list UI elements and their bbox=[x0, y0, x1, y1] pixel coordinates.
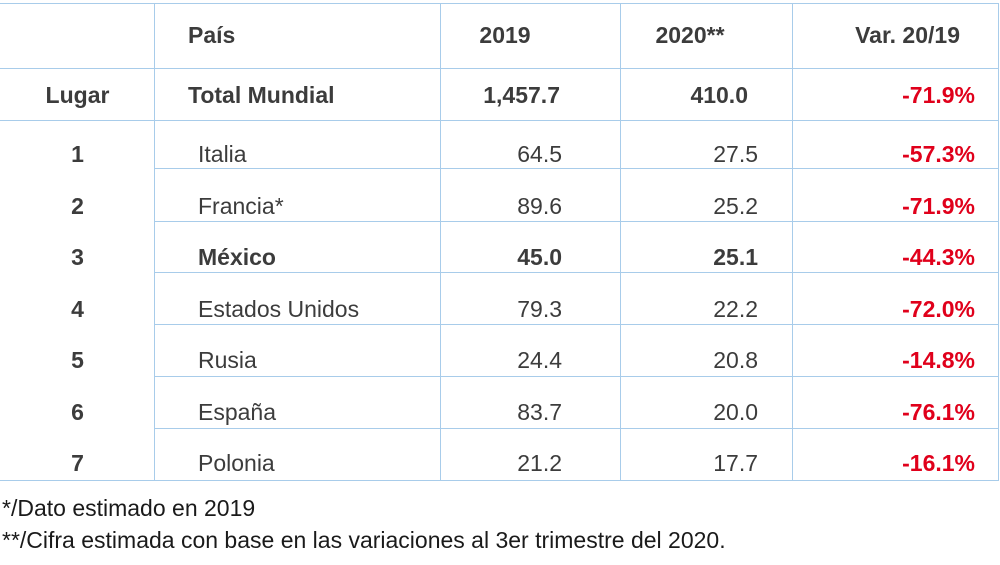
country-cell: Italia bbox=[198, 141, 247, 167]
rank-cell: 3 bbox=[71, 244, 84, 270]
variation-cell: -44.3% bbox=[902, 244, 975, 270]
variation-cell: -76.1% bbox=[902, 399, 975, 425]
value-2019-cell: 24.4 bbox=[517, 347, 562, 373]
total-2019: 1,457.7 bbox=[483, 82, 560, 108]
header-variation: Var. 20/19 bbox=[855, 22, 960, 48]
rank-cell: 4 bbox=[71, 296, 84, 322]
grid-line bbox=[0, 68, 998, 69]
footnotes: */Dato estimado en 2019 **/Cifra estimad… bbox=[2, 492, 726, 556]
grid-line bbox=[0, 120, 998, 121]
value-2020-cell: 17.7 bbox=[713, 450, 758, 476]
footnote-2: **/Cifra estimada con base en las variac… bbox=[2, 527, 726, 553]
total-name: Total Mundial bbox=[188, 82, 335, 108]
country-cell: México bbox=[198, 244, 276, 270]
value-2020-cell: 27.5 bbox=[713, 141, 758, 167]
grid-line bbox=[155, 272, 998, 273]
header-2019: 2019 bbox=[479, 22, 531, 48]
grid-line bbox=[155, 168, 998, 169]
lugar-label: Lugar bbox=[45, 82, 110, 108]
country-cell: España bbox=[198, 399, 277, 425]
grid-line bbox=[0, 3, 998, 4]
country-cell: Polonia bbox=[198, 450, 275, 476]
country-cell: Estados Unidos bbox=[198, 296, 360, 322]
footnote-1: */Dato estimado en 2019 bbox=[2, 495, 256, 521]
value-2020-cell: 25.2 bbox=[713, 193, 758, 219]
variation-cell: -71.9% bbox=[902, 193, 975, 219]
rank-cell: 1 bbox=[71, 141, 84, 167]
grid-line bbox=[998, 3, 999, 481]
grid-line bbox=[155, 376, 998, 377]
grid-line bbox=[155, 428, 998, 429]
grid-line bbox=[0, 480, 998, 481]
header-pais: País bbox=[188, 22, 236, 48]
variation-cell: -57.3% bbox=[902, 141, 975, 167]
value-2019-cell: 89.6 bbox=[517, 193, 562, 219]
total-2020: 410.0 bbox=[690, 82, 748, 108]
grid-line bbox=[155, 221, 998, 222]
rank-cell: 7 bbox=[71, 450, 84, 476]
grid-line bbox=[155, 324, 998, 325]
grid-line bbox=[792, 3, 793, 481]
country-cell: Francia* bbox=[198, 193, 284, 219]
value-2019-cell: 79.3 bbox=[517, 296, 562, 322]
value-2019-cell: 21.2 bbox=[517, 450, 562, 476]
value-2020-cell: 25.1 bbox=[713, 244, 758, 270]
header-2020: 2020** bbox=[655, 22, 725, 48]
total-variation: -71.9% bbox=[902, 82, 975, 108]
value-2020-cell: 22.2 bbox=[713, 296, 758, 322]
value-2020-cell: 20.0 bbox=[713, 399, 758, 425]
rank-cell: 2 bbox=[71, 193, 84, 219]
grid-line bbox=[154, 3, 155, 481]
grid-line bbox=[620, 3, 621, 481]
rank-cell: 6 bbox=[71, 399, 84, 425]
value-2019-cell: 83.7 bbox=[517, 399, 562, 425]
value-2019-cell: 64.5 bbox=[517, 141, 562, 167]
variation-cell: -72.0% bbox=[902, 296, 975, 322]
variation-cell: -14.8% bbox=[902, 347, 975, 373]
value-2019-cell: 45.0 bbox=[517, 244, 562, 270]
value-2020-cell: 20.8 bbox=[713, 347, 758, 373]
grid-line bbox=[440, 3, 441, 481]
variation-cell: -16.1% bbox=[902, 450, 975, 476]
country-cell: Rusia bbox=[198, 347, 257, 373]
rank-cell: 5 bbox=[71, 347, 84, 373]
